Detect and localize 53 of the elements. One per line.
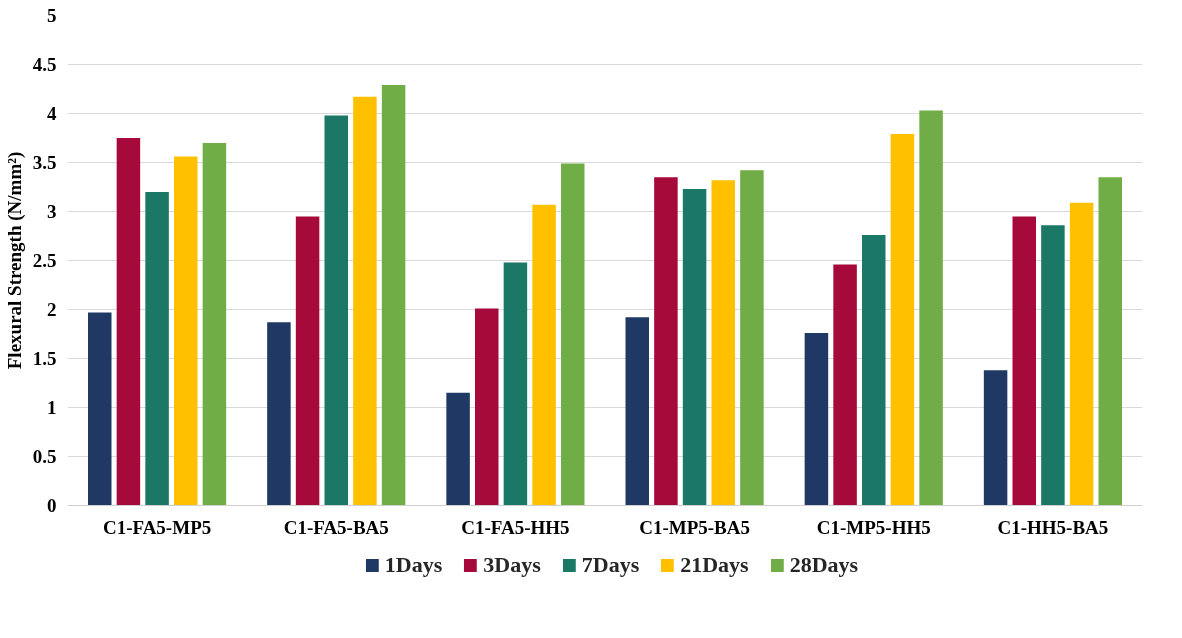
y-tick-label: 4.5 (32, 54, 57, 75)
bar (267, 322, 291, 506)
legend-label: 1Days (384, 552, 443, 578)
bar (324, 115, 348, 506)
y-tick-label: 3.5 (32, 152, 57, 173)
bar (833, 264, 857, 506)
legend-label: 7Days (581, 552, 640, 578)
bar (740, 170, 764, 506)
x-tick-label: C1-FA5-HH5 (461, 516, 570, 538)
bar (919, 110, 943, 506)
bar (654, 177, 678, 506)
x-tick-label: C1-FA5-BA5 (283, 516, 389, 538)
bar (1041, 225, 1065, 506)
x-tick-label: C1-MP5-BA5 (639, 516, 750, 538)
bar (174, 156, 198, 506)
legend-label: 28Days (789, 552, 859, 578)
bar (116, 138, 141, 506)
y-tick-label: 5 (47, 5, 57, 26)
bar (1012, 216, 1036, 506)
bar (446, 392, 470, 506)
bar (625, 317, 649, 506)
bar (862, 235, 886, 506)
legend-label: 3Days (483, 552, 541, 578)
y-tick-label: 0 (47, 495, 57, 516)
bar (804, 333, 829, 506)
y-tick-label: 1.5 (32, 348, 57, 369)
bar (711, 180, 735, 506)
y-tick-label: 4 (47, 103, 57, 124)
x-tick-label: C1-MP5-HH5 (816, 516, 931, 538)
bar (561, 163, 585, 506)
bar (202, 142, 227, 506)
y-axis-title: Flexural Strength (N/mm²) (3, 151, 26, 370)
bar (353, 96, 377, 506)
bar (890, 134, 915, 506)
legend-label: 21Days (680, 552, 749, 578)
x-tick-label: C1-FA5-MP5 (102, 516, 212, 538)
y-tick-label: 2 (47, 299, 57, 320)
bar (88, 312, 112, 506)
bar (145, 191, 169, 506)
y-tick-label: 2.5 (32, 250, 57, 271)
x-tick-label: C1-HH5-BA5 (997, 516, 1109, 538)
bar (503, 262, 528, 506)
bar (983, 370, 1008, 506)
bar (475, 308, 499, 506)
y-tick-label: 1 (47, 397, 57, 418)
bar (381, 85, 406, 506)
bar (682, 188, 707, 506)
bar (295, 216, 320, 506)
y-tick-label: 0.5 (32, 446, 57, 467)
y-tick-label: 3 (47, 201, 57, 222)
bar (532, 204, 556, 506)
bar (1069, 202, 1094, 506)
bar (1098, 177, 1122, 506)
